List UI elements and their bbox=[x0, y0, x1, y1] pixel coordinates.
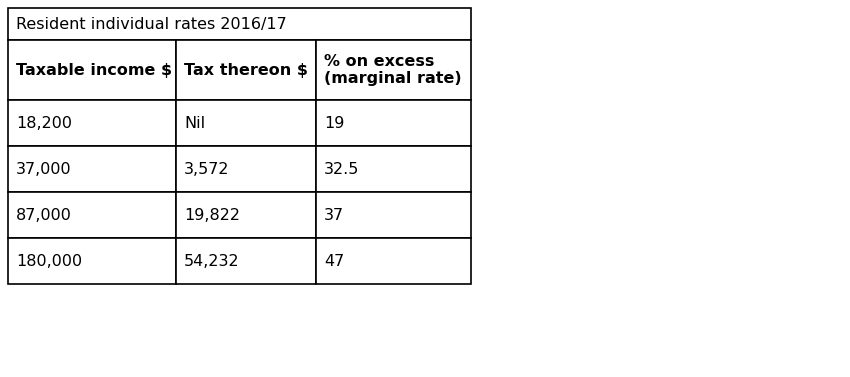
Bar bbox=[8, 40, 176, 100]
Bar bbox=[316, 192, 471, 238]
Text: 47: 47 bbox=[324, 253, 344, 268]
Text: 32.5: 32.5 bbox=[324, 161, 360, 176]
Bar bbox=[8, 146, 176, 192]
Text: 54,232: 54,232 bbox=[184, 253, 240, 268]
Bar bbox=[316, 146, 471, 192]
Bar bbox=[176, 238, 316, 284]
Bar bbox=[176, 40, 316, 100]
Text: 87,000: 87,000 bbox=[16, 207, 72, 222]
Bar bbox=[316, 40, 471, 100]
Text: Taxable income $: Taxable income $ bbox=[16, 63, 172, 78]
Text: 37,000: 37,000 bbox=[16, 161, 71, 176]
Bar bbox=[316, 100, 471, 146]
Text: Tax thereon $: Tax thereon $ bbox=[184, 63, 308, 78]
Text: 18,200: 18,200 bbox=[16, 115, 72, 130]
Text: Resident individual rates 2016/17: Resident individual rates 2016/17 bbox=[16, 17, 286, 32]
Bar bbox=[176, 192, 316, 238]
Bar bbox=[8, 100, 176, 146]
Text: 3,572: 3,572 bbox=[184, 161, 230, 176]
Bar bbox=[8, 8, 471, 40]
Bar bbox=[316, 238, 471, 284]
Text: % on excess: % on excess bbox=[324, 55, 434, 69]
Text: (marginal rate): (marginal rate) bbox=[324, 70, 462, 86]
Bar bbox=[8, 238, 176, 284]
Text: 37: 37 bbox=[324, 207, 344, 222]
Text: 19: 19 bbox=[324, 115, 344, 130]
Text: Nil: Nil bbox=[184, 115, 205, 130]
Text: 19,822: 19,822 bbox=[184, 207, 240, 222]
Text: 180,000: 180,000 bbox=[16, 253, 82, 268]
Bar bbox=[176, 100, 316, 146]
Bar bbox=[8, 192, 176, 238]
Bar bbox=[176, 146, 316, 192]
